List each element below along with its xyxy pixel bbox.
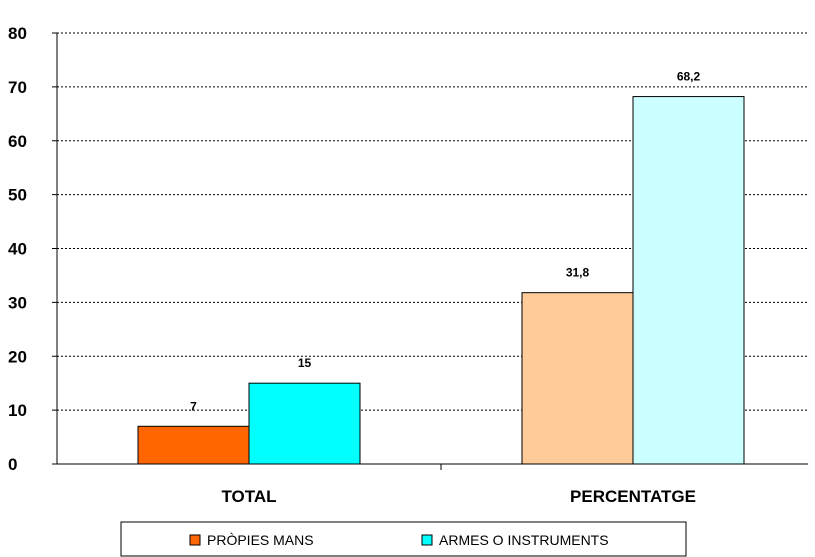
y-tick-label: 30 bbox=[8, 293, 27, 312]
legend: PRÒPIES MANS ARMES O INSTRUMENTS bbox=[120, 521, 687, 557]
bar bbox=[248, 382, 361, 465]
category-label: PERCENTATGE bbox=[570, 487, 696, 506]
y-tick-label: 40 bbox=[8, 240, 27, 259]
y-tick-label: 10 bbox=[8, 401, 27, 420]
y-axis-ticks: 0 10 20 30 40 50 60 70 80 bbox=[8, 24, 57, 474]
legend-label: PRÒPIES MANS bbox=[207, 532, 314, 548]
y-tick-label: 80 bbox=[8, 24, 27, 43]
category-label: TOTAL bbox=[221, 487, 276, 506]
data-label: 15 bbox=[298, 356, 312, 370]
data-label: 31,8 bbox=[566, 266, 590, 280]
data-label: 7 bbox=[190, 399, 197, 413]
data-label: 68,2 bbox=[677, 70, 701, 84]
legend-swatch bbox=[189, 534, 201, 546]
category-labels: TOTAL PERCENTATGE bbox=[221, 487, 696, 506]
bar bbox=[521, 292, 634, 465]
legend-label: ARMES O INSTRUMENTS bbox=[439, 532, 609, 548]
y-tick-label: 50 bbox=[8, 186, 27, 205]
legend-swatch bbox=[421, 534, 433, 546]
y-tick-label: 20 bbox=[8, 347, 27, 366]
y-tick-label: 60 bbox=[8, 132, 27, 151]
bar bbox=[137, 425, 250, 465]
legend-box bbox=[120, 521, 687, 557]
bar bbox=[632, 96, 745, 465]
y-tick-label: 70 bbox=[8, 78, 27, 97]
y-tick-label: 0 bbox=[8, 455, 17, 474]
bars: 7 15 31,8 68,2 bbox=[137, 70, 745, 465]
